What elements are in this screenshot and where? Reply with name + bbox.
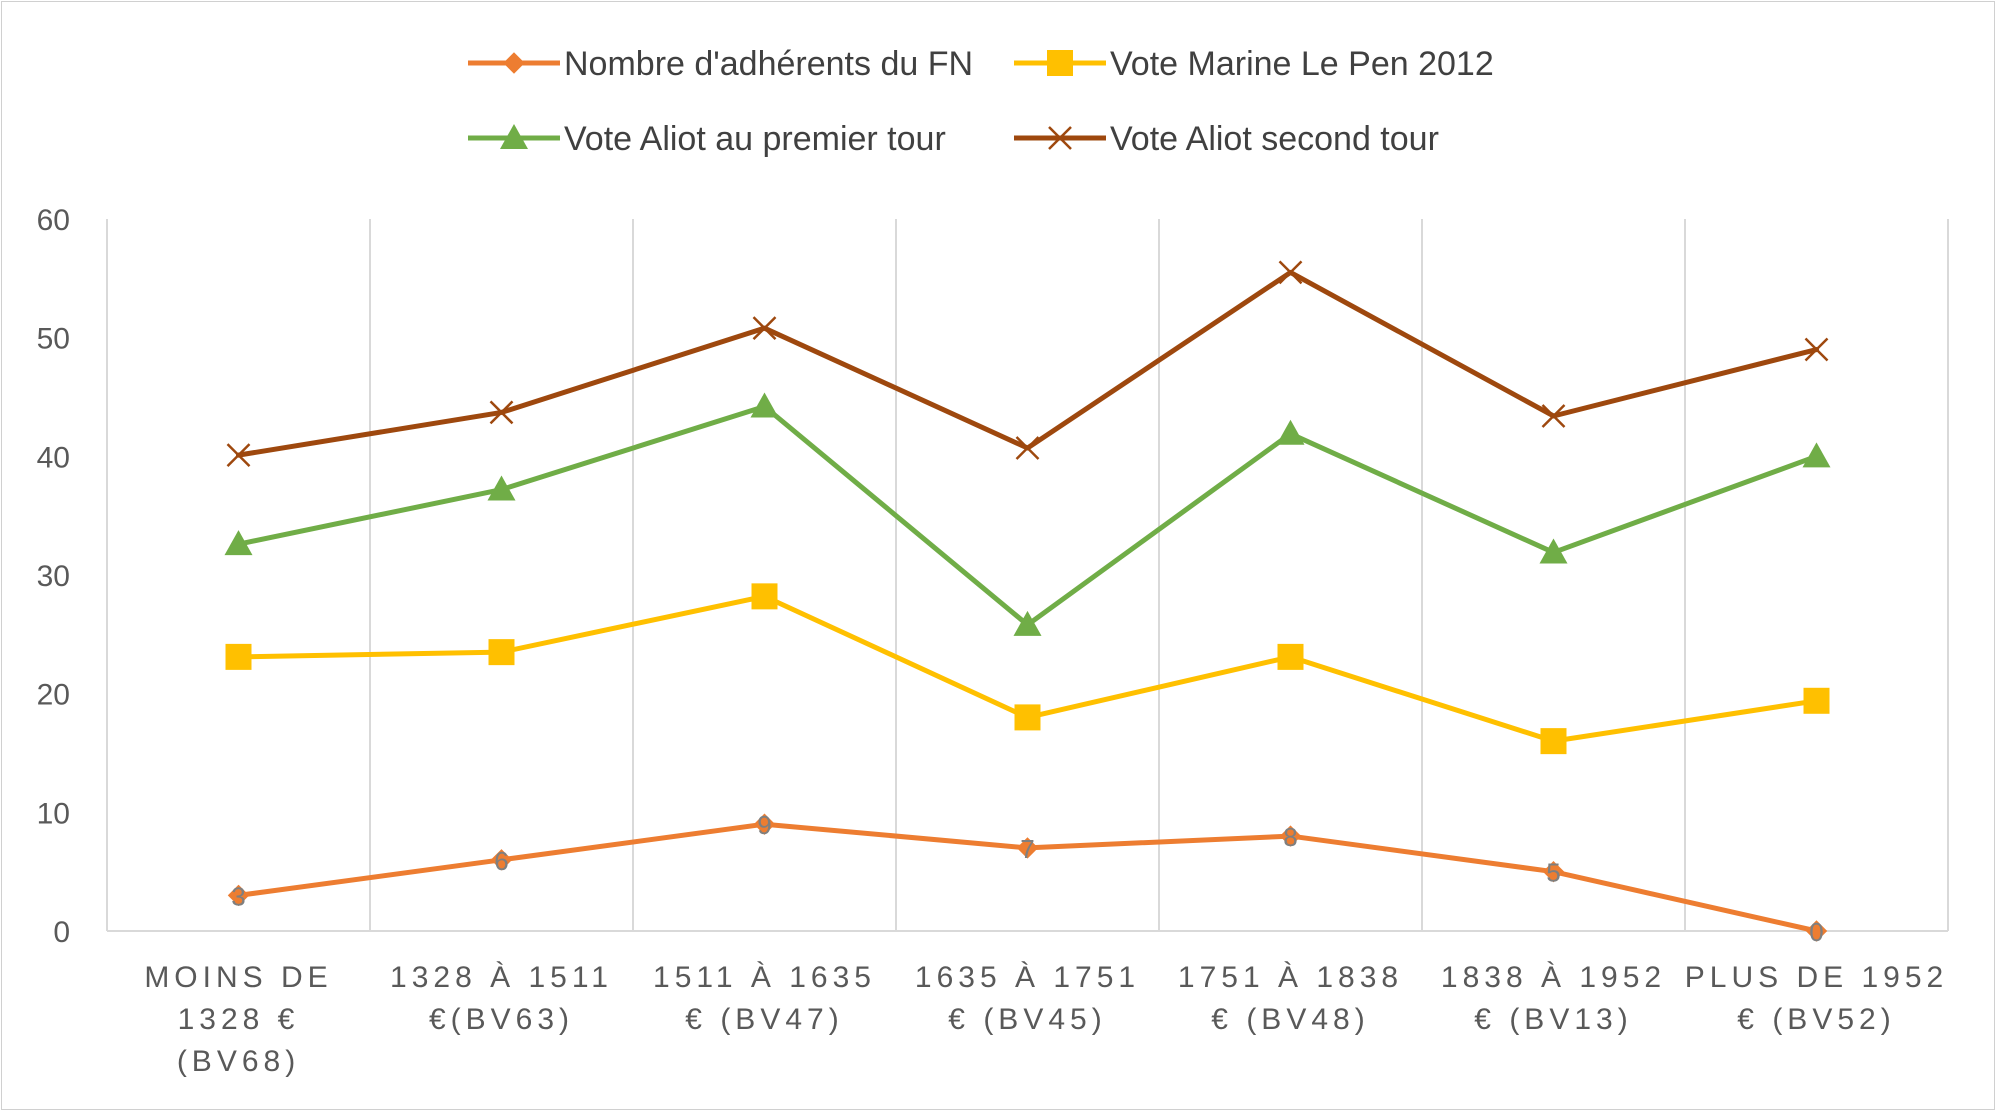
data-point — [1542, 860, 1565, 883]
data-point — [1803, 687, 1830, 714]
data-label: 3 — [231, 881, 245, 911]
x-category-label: 1838 À 1952 € (BV13) — [1441, 961, 1666, 1036]
x-category-label: 1328 À 1511 €(BV63) — [390, 961, 613, 1036]
legend-item: Vote Aliot second tour — [1014, 120, 1439, 158]
data-point — [1016, 837, 1039, 859]
y-tick-label: 20 — [37, 679, 70, 712]
y-tick-label: 0 — [53, 916, 70, 949]
data-point — [1804, 337, 1829, 362]
data-point — [1539, 538, 1568, 564]
legend-item: Vote Marine Le Pen 2012 — [1014, 45, 1494, 83]
data-point — [1013, 610, 1042, 636]
data-point — [224, 530, 253, 556]
data-point — [751, 583, 778, 610]
data-point — [1541, 404, 1566, 428]
x-marker-stroke — [226, 443, 251, 468]
legend-marker — [1048, 126, 1072, 150]
data-point — [225, 643, 252, 670]
series-2 — [225, 583, 1830, 755]
data-point — [1805, 920, 1828, 942]
legend-label: Vote Marine Le Pen 2012 — [1110, 45, 1494, 83]
y-tick-label: 50 — [37, 323, 70, 356]
x-marker-stroke — [1015, 436, 1040, 460]
data-point — [752, 316, 777, 341]
x-category-label: PLUS DE 1952 € (BV52) — [1685, 961, 1948, 1036]
legend-marker — [1047, 50, 1073, 76]
data-point — [1014, 704, 1041, 731]
data-label: 0 — [1809, 917, 1823, 947]
legend-label: Nombre d'adhérents du FN — [564, 45, 973, 83]
y-tick-label: 40 — [37, 441, 70, 474]
legend-item: Vote Aliot au premier tour — [468, 120, 946, 158]
data-point — [490, 849, 513, 871]
y-tick-label: 30 — [37, 560, 70, 593]
data-point — [1540, 728, 1567, 755]
series-1: 3 6 9 7 8 5 0 — [227, 810, 1828, 947]
x-category-label: 1511 À 1635 € (BV47) — [653, 961, 876, 1036]
data-point — [1802, 442, 1831, 468]
legend: Nombre d'adhérents du FN Vote Marine Le P… — [468, 45, 1494, 158]
x-marker-stroke — [1048, 126, 1072, 150]
data-point — [489, 400, 514, 425]
data-point — [1278, 260, 1303, 285]
data-label: 8 — [1283, 822, 1297, 852]
x-marker-stroke — [1278, 260, 1303, 285]
legend-marker — [500, 124, 528, 149]
data-point — [750, 392, 779, 418]
data-label: 5 — [1546, 858, 1560, 888]
series-line — [236, 269, 1819, 458]
legend-label: Vote Aliot au premier tour — [564, 120, 946, 158]
data-point — [753, 813, 776, 835]
legend-marker — [503, 52, 525, 74]
data-point — [487, 475, 516, 501]
data-point — [488, 639, 515, 666]
x-marker-stroke — [752, 316, 777, 341]
series-3 — [224, 392, 1831, 636]
data-point — [1277, 643, 1304, 670]
x-marker-stroke — [1804, 337, 1829, 362]
x-axis: MOINS DE 1328 € (BV68) 1328 À 1511 €(BV63) 15… — [144, 961, 1948, 1078]
data-label: 9 — [757, 810, 771, 840]
x-marker-stroke — [1541, 404, 1566, 428]
data-point — [227, 884, 250, 907]
x-category-label: 1635 À 1751 € (BV45) — [915, 961, 1140, 1036]
legend-item: Nombre d'adhérents du FN — [468, 45, 973, 83]
data-point — [1015, 436, 1040, 460]
data-point — [1279, 825, 1302, 847]
data-label: 6 — [494, 846, 508, 876]
data-point — [1276, 419, 1305, 445]
y-tick-label: 10 — [37, 797, 70, 830]
x-category-label: 1751 À 1838 € (BV48) — [1178, 961, 1403, 1036]
series-4 — [226, 260, 1829, 468]
series-line — [236, 403, 1819, 628]
y-axis: 0 10 20 30 40 50 60 — [37, 204, 70, 949]
gridlines — [106, 219, 1949, 931]
x-category-label: MOINS DE 1328 € (BV68) — [144, 961, 332, 1078]
data-label: 7 — [1020, 834, 1034, 864]
y-tick-label: 60 — [37, 204, 70, 237]
data-point — [226, 443, 251, 468]
x-marker-stroke — [489, 400, 514, 425]
legend-label: Vote Aliot second tour — [1110, 120, 1439, 158]
